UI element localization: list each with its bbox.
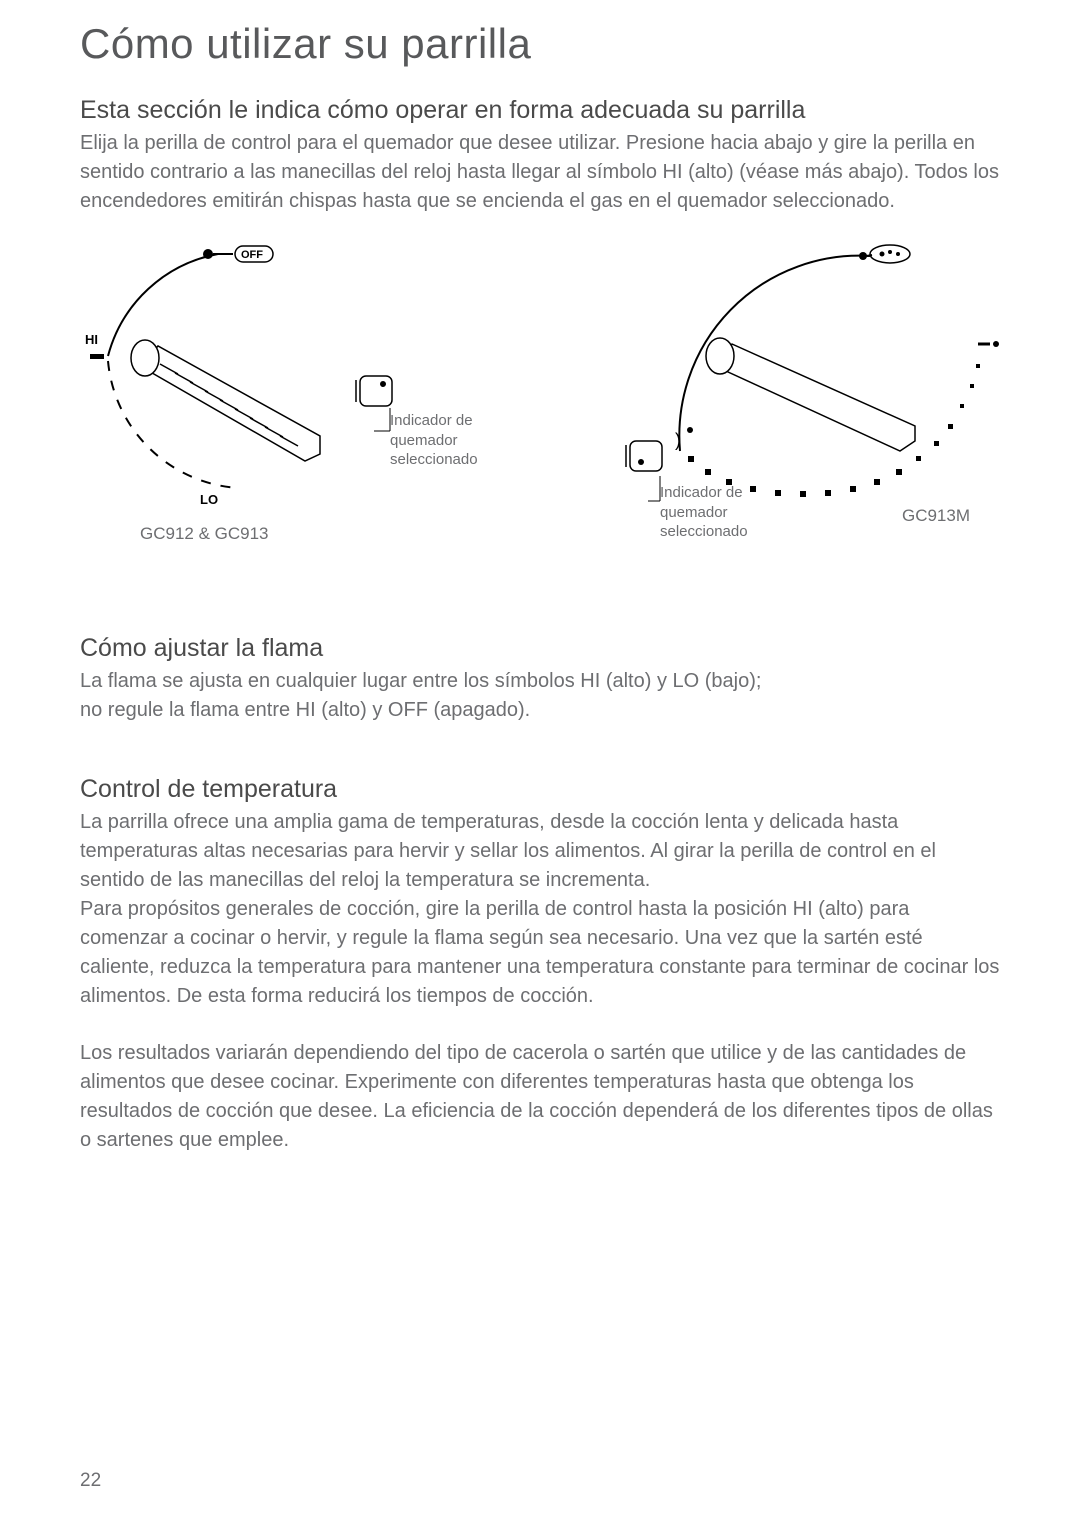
section3-body3: Los resultados variarán dependiendo del …	[80, 1039, 1000, 1155]
section3-heading: Control de temperatura	[80, 775, 1000, 804]
diagram-left: HI LO OFF	[80, 236, 520, 544]
indicator-label-right: Indicador de quemador seleccionado	[660, 483, 748, 542]
diagrams-container: HI LO OFF	[80, 236, 1000, 544]
section1-heading: Esta sección le indica cómo operar en fo…	[80, 96, 1000, 125]
indicator-label-left: Indicador de quemador seleccionado	[390, 411, 478, 470]
section3-body1: La parrilla ofrece una amplia gama de te…	[80, 808, 1000, 895]
knob-diagram-right-svg: )	[560, 236, 1000, 516]
page-title: Cómo utilizar su parrilla	[80, 20, 1000, 68]
svg-text:): )	[675, 430, 681, 450]
lo-label: LO	[200, 492, 218, 507]
page-number: 22	[80, 1470, 101, 1492]
diagram-right: ) Indicador de quemador sel	[560, 236, 1000, 544]
diagram-left-caption: GC912 & GC913	[140, 524, 520, 544]
off-label: OFF	[241, 249, 263, 261]
section2-body: La flama se ajusta en cualquier lugar en…	[80, 667, 1000, 725]
section1-body: Elija la perilla de control para el quem…	[80, 129, 1000, 216]
knob-diagram-left-svg: HI LO OFF	[80, 236, 500, 516]
section3-body2: Para propósitos generales de cocción, gi…	[80, 895, 1000, 1011]
hi-label: HI	[85, 332, 98, 347]
diagram-right-caption: GC913M	[902, 506, 970, 526]
section2-heading: Cómo ajustar la flama	[80, 634, 1000, 663]
